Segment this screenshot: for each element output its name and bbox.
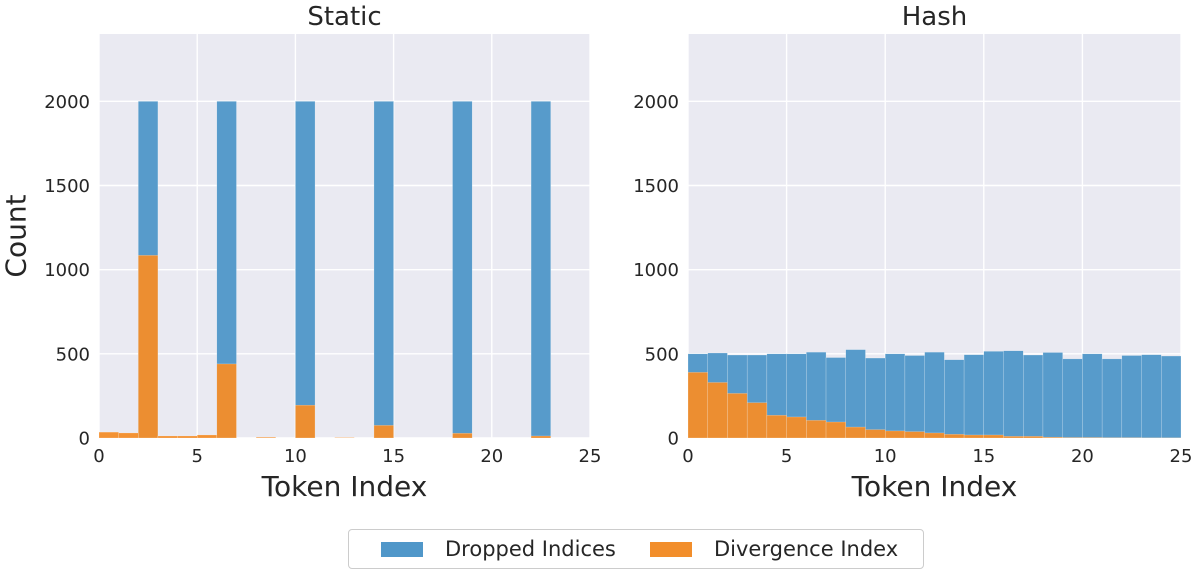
divergence-index-bar bbox=[963, 434, 985, 439]
divergence-index-bar bbox=[334, 437, 355, 439]
dropped-indices-bar bbox=[983, 351, 1004, 439]
y-tick-label: 1500 bbox=[44, 176, 90, 197]
x-tick-label: 25 bbox=[1170, 446, 1193, 467]
divergence-index-bar bbox=[1023, 436, 1044, 439]
y-tick-label: 2000 bbox=[633, 92, 679, 113]
dropped-indices-bar bbox=[452, 101, 473, 439]
divergence-index-bar bbox=[452, 433, 473, 439]
divergence-index-bar bbox=[157, 435, 178, 439]
dropped-indices-bar bbox=[1003, 350, 1024, 439]
dropped-indices-bar bbox=[963, 354, 985, 439]
divergence-index-bar bbox=[924, 432, 945, 439]
hash-histogram: 0 5 10 15 20 25 0 500 1000 1500 2000 Hash Token Inde… bbox=[633, 2, 1192, 503]
y-tick-label: 500 bbox=[645, 344, 679, 365]
x-tick-label: 10 bbox=[284, 446, 307, 467]
divergence-index-bar bbox=[845, 426, 866, 439]
x-tick-label: 5 bbox=[781, 446, 792, 467]
dropped-indices-bar bbox=[944, 359, 965, 439]
divergence-index-bar bbox=[983, 434, 1004, 439]
chart-title: Static bbox=[307, 2, 381, 32]
divergence-index-bar bbox=[177, 435, 198, 439]
static-histogram: 0 5 10 15 20 25 0 500 1000 1500 2000 Static Token In… bbox=[0, 2, 601, 503]
divergence-index-bar bbox=[904, 431, 925, 439]
x-tick-label: 0 bbox=[682, 446, 693, 467]
dropped-indices-bar bbox=[373, 101, 394, 439]
legend-label-dropped-indices: Dropped Indices bbox=[445, 537, 616, 561]
x-tick-label: 10 bbox=[874, 446, 897, 467]
legend-swatch-dropped-indices bbox=[381, 541, 423, 557]
divergence-index-bar bbox=[1082, 437, 1103, 439]
y-tick-label: 1000 bbox=[633, 260, 679, 281]
dropped-indices-bar bbox=[904, 355, 925, 439]
x-tick-label: 20 bbox=[480, 446, 503, 467]
legend-swatch-divergence-index bbox=[650, 541, 692, 557]
divergence-index-bar bbox=[255, 436, 276, 439]
dropped-indices-bar bbox=[1023, 354, 1044, 439]
dropped-indices-bar bbox=[1082, 353, 1103, 439]
dropped-indices-bar bbox=[1141, 354, 1162, 439]
divergence-index-bar bbox=[766, 415, 787, 439]
divergence-index-bar bbox=[1042, 436, 1063, 439]
divergence-index-bar bbox=[196, 434, 218, 439]
dropped-indices-bar bbox=[1161, 355, 1182, 439]
divergence-index-bar bbox=[216, 363, 237, 439]
divergence-index-bar bbox=[944, 434, 965, 439]
x-tick-label: 15 bbox=[382, 446, 405, 467]
dropped-indices-bar bbox=[1062, 358, 1083, 439]
x-tick-label: 25 bbox=[579, 446, 602, 467]
divergence-index-bar bbox=[865, 429, 886, 439]
divergence-index-bar bbox=[885, 430, 906, 439]
y-axis-label: Count bbox=[0, 194, 33, 277]
divergence-index-bar bbox=[1062, 437, 1083, 439]
divergence-index-bar bbox=[687, 372, 708, 439]
divergence-index-bar bbox=[373, 425, 394, 439]
y-tick-label: 0 bbox=[668, 429, 679, 450]
y-tick-label: 2000 bbox=[44, 92, 90, 113]
plot-background bbox=[99, 34, 590, 438]
x-axis-label: Token Index bbox=[261, 470, 428, 503]
legend-label-divergence-index: Divergence Index bbox=[714, 537, 899, 561]
legend: Dropped Indices Divergence Index bbox=[348, 529, 924, 569]
y-tick-label: 0 bbox=[79, 429, 90, 450]
dropped-indices-bar bbox=[924, 351, 945, 439]
legend-item-dropped-indices: Dropped Indices bbox=[381, 530, 616, 568]
divergence-index-bar bbox=[118, 432, 139, 439]
legend-item-divergence-index: Divergence Index bbox=[650, 530, 898, 568]
divergence-index-bar bbox=[295, 404, 316, 439]
x-tick-label: 20 bbox=[1071, 446, 1094, 467]
x-tick-label: 0 bbox=[93, 446, 104, 467]
dropped-indices-bar bbox=[1121, 355, 1142, 439]
dropped-indices-bar bbox=[530, 101, 551, 439]
y-tick-label: 1000 bbox=[44, 260, 90, 281]
x-tick-label: 15 bbox=[972, 446, 995, 467]
dropped-indices-bar bbox=[1101, 358, 1123, 439]
chart-title: Hash bbox=[902, 2, 968, 32]
divergence-index-bar bbox=[707, 382, 728, 439]
divergence-index-bar bbox=[746, 402, 768, 439]
dropped-indices-bar bbox=[295, 101, 316, 439]
divergence-index-bar bbox=[727, 393, 748, 439]
divergence-index-bar bbox=[138, 255, 159, 439]
dropped-indices-bar bbox=[885, 353, 906, 439]
divergence-index-bar bbox=[98, 431, 119, 439]
divergence-index-bar bbox=[1003, 436, 1024, 439]
dropped-indices-bar bbox=[865, 357, 886, 439]
dropped-indices-bar bbox=[845, 349, 866, 439]
divergence-index-bar bbox=[530, 435, 551, 439]
divergence-index-bar bbox=[806, 420, 827, 439]
dropped-indices-bar bbox=[1042, 352, 1063, 439]
divergence-index-bar bbox=[786, 416, 807, 439]
x-tick-label: 5 bbox=[191, 446, 202, 467]
y-tick-label: 500 bbox=[56, 344, 90, 365]
y-tick-label: 1500 bbox=[633, 176, 679, 197]
divergence-index-bar bbox=[825, 421, 846, 439]
x-axis-label: Token Index bbox=[851, 470, 1018, 503]
